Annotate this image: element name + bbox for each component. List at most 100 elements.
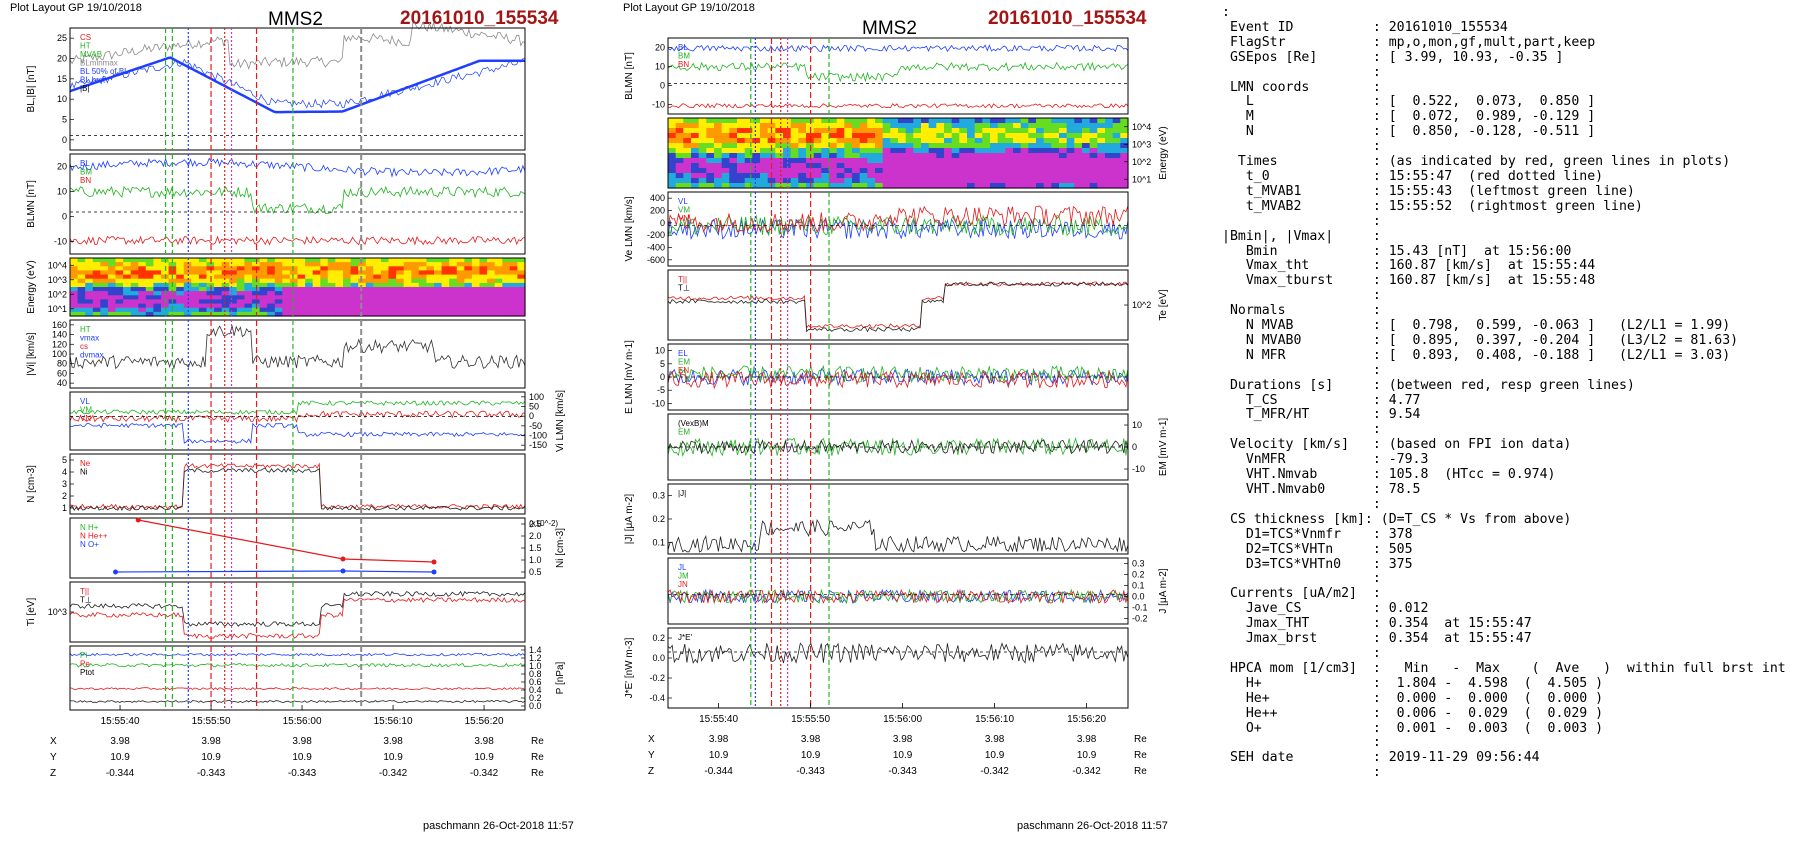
left-panel-ion-spectrogram-cell [479,266,488,271]
left-panel-ion-spectrogram-cell [153,299,162,305]
mid-panel-electron-spectrogram-cell [905,123,914,129]
left-panel-ion-spectrogram-cell [214,291,223,296]
left-panel-ion-spectrogram-cell [320,303,329,309]
left-panel-ion-spectrogram-cell [471,307,481,313]
mid-panel-electron-spectrogram-cell [844,163,853,169]
left-panel-ion-spectrogram-cell [191,291,200,296]
mid-panel-electron-spectrogram-cell [1120,133,1129,139]
mid-panel-electron-spectrogram-cell [875,148,884,154]
left-panel-ion-spectrogram-cell [289,287,299,292]
left-panel-ion-spectrogram-cell [434,311,443,317]
mid-panel-jdote-frame [667,627,1129,709]
left-panel-ion-spectrogram-cell [418,311,427,317]
left-panel-ion-spectrogram-cell [517,307,526,313]
left-panel-blmn-series-2 [69,235,526,246]
mid-panel-electron-spectrogram-cell [898,163,907,169]
mid-panel-electron-spectrogram-cell [898,148,907,154]
left-panel-ion-spectrogram-cell [145,270,154,276]
mid-panel-electron-spectrogram-cell [1112,178,1121,184]
left-panel-ion-spectrogram-cell [92,270,101,276]
mid-panel-electron-spectrogram-cell [775,138,784,144]
mid-panel-electron-spectrogram-cell [852,173,861,179]
left-panel-ion-spectrogram-cell [123,262,132,267]
left-panel-ion-spectrogram-cell [191,303,200,309]
left-panel-ion-spectrogram-cell [198,287,208,292]
mid-panel-electron-spectrogram-cell [729,143,738,149]
mid-panel-electron-spectrogram-cell [668,183,677,189]
mid-panel-electron-spectrogram-cell [1066,163,1075,169]
left-panel-ion-spectrogram-cell [259,299,268,305]
mid-panel-electron-spectrogram-cell [760,183,769,189]
mid-panel-electron-spectrogram-cell [1082,133,1091,139]
mid-panel-electron-spectrogram-cell [706,173,715,179]
mid-panel-electron-spectrogram-cell [936,183,945,189]
mid-panel-ve-lmn-ylabel: Ve LMN [km/s] [624,196,635,261]
left-panel-pressure-tick-3: 0.8 [529,669,542,679]
mid-panel-electron-spectrogram-cell [813,183,822,189]
mid-panel-j-mag: 0.30.20.1|J| [μA m-2]|J| [624,483,1129,555]
left-panel-ion-spectrogram-cell [123,291,132,296]
left-panel-hpca-legend-1: N He++ [80,532,108,541]
mid-panel-electron-spectrogram-cell [783,158,792,164]
left-panel-ion-spectrogram-cell [464,287,473,292]
mid-panel-electron-spectrogram-cell [1112,118,1121,124]
left-panel-ion-spectrogram-cell [388,270,397,276]
left-panel-ion-spectrogram-cell [479,258,488,263]
mid-panel-electron-spectrogram-cell [928,133,937,139]
mid-panel-electron-spectrogram-cell [1013,158,1022,164]
coord-value-Y-3: 10.9 [383,752,403,763]
mid-panel-electron-spectrogram-cell [821,133,830,139]
mid-panel-electron-spectrogram-cell [844,143,853,149]
left-panel-ion-spectrogram-cell [214,295,223,300]
left-panel-ion-spectrogram-cell [305,258,314,263]
mid-panel-electron-spectrogram-cell [675,153,684,159]
mid-panel-electron-spectrogram-cell [859,163,868,169]
left-panel-ion-spectrogram-cell [85,295,94,300]
mid-panel-electron-spectrogram-cell [1005,153,1014,159]
left-panel-ion-spectrogram-cell [441,307,450,313]
mid-panel-electron-spectrogram-cell [790,143,799,149]
left-panel-ion-spectrogram-cell [456,287,465,292]
left-panel-ion-spectrogram-cell [115,266,124,271]
hpca-line-0 [138,519,435,563]
mid-panel-electron-spectrogram-cell [806,133,815,139]
left-panel-ion-spectrogram-cell [274,282,283,288]
mid-panel-electron-spectrogram-cell [1082,148,1091,154]
mid-panel-electron-spectrogram-cell [921,168,930,174]
mid-panel-electron-spectrogram-cell [1105,173,1114,179]
left-panel-ion-spectrogram-cell [517,266,526,271]
left-panel-ion-spectrogram-cell [312,307,321,313]
mid-panel-electron-spectrogram-cell [921,143,930,149]
mid-panel-electron-spectrogram-cell [706,163,715,169]
mid-panel-electron-spectrogram-cell [951,168,960,174]
left-panel-ion-spectrogram-cell [70,287,79,292]
mid-panel-electron-spectrogram-cell [675,128,684,134]
left-panel-ion-spectrogram-cell [312,299,321,305]
mid-panel-electron-spectrogram-cell [1074,128,1083,134]
mid-panel-electron-spectrogram-cell [1036,183,1045,189]
left-panel-ion-spectrogram-cell [403,291,412,296]
left-panel-ion-spectrogram-cell [183,282,192,288]
left-panel-ion-spectrogram-cell [343,303,352,309]
mid-panel-electron-spectrogram-cell [698,163,707,169]
mid-panel-electron-spectrogram-cell [737,128,746,134]
mid-panel-electron-spectrogram-cell [737,158,746,164]
left-panel-ion-spectrogram-cell [221,295,230,300]
left-panel-ion-spectrogram-cell [471,295,481,300]
left-panel-ion-spectrogram-cell [259,303,268,309]
left-panel-ion-spectrogram-cell [509,266,518,271]
left-panel-ion-spectrogram-cell [123,303,132,309]
mid-panel-electron-spectrogram-cell [990,138,999,144]
left-panel-ion-spectrogram-cell [100,303,109,309]
mid-panel-electron-spectrogram-cell [675,143,684,149]
left-panel-ion-spectrogram-cell [267,291,276,296]
mid-panel-electron-spectrogram-cell [1082,163,1091,169]
left-panel-ion-spectrogram-cell [456,282,465,288]
mid-panel-electron-spectrogram-cell [867,158,876,164]
left-panel-ion-spectrogram-cell [350,274,359,280]
left-panel-ion-spectrogram-cell [130,299,139,305]
left-panel-ion-spectrogram-cell [494,287,503,292]
mid-panel-electron-spectrogram-cell [959,163,968,169]
left-panel-ion-spectrogram-cell [312,274,321,280]
mid-panel-electron-spectrogram-cell [1020,183,1029,189]
